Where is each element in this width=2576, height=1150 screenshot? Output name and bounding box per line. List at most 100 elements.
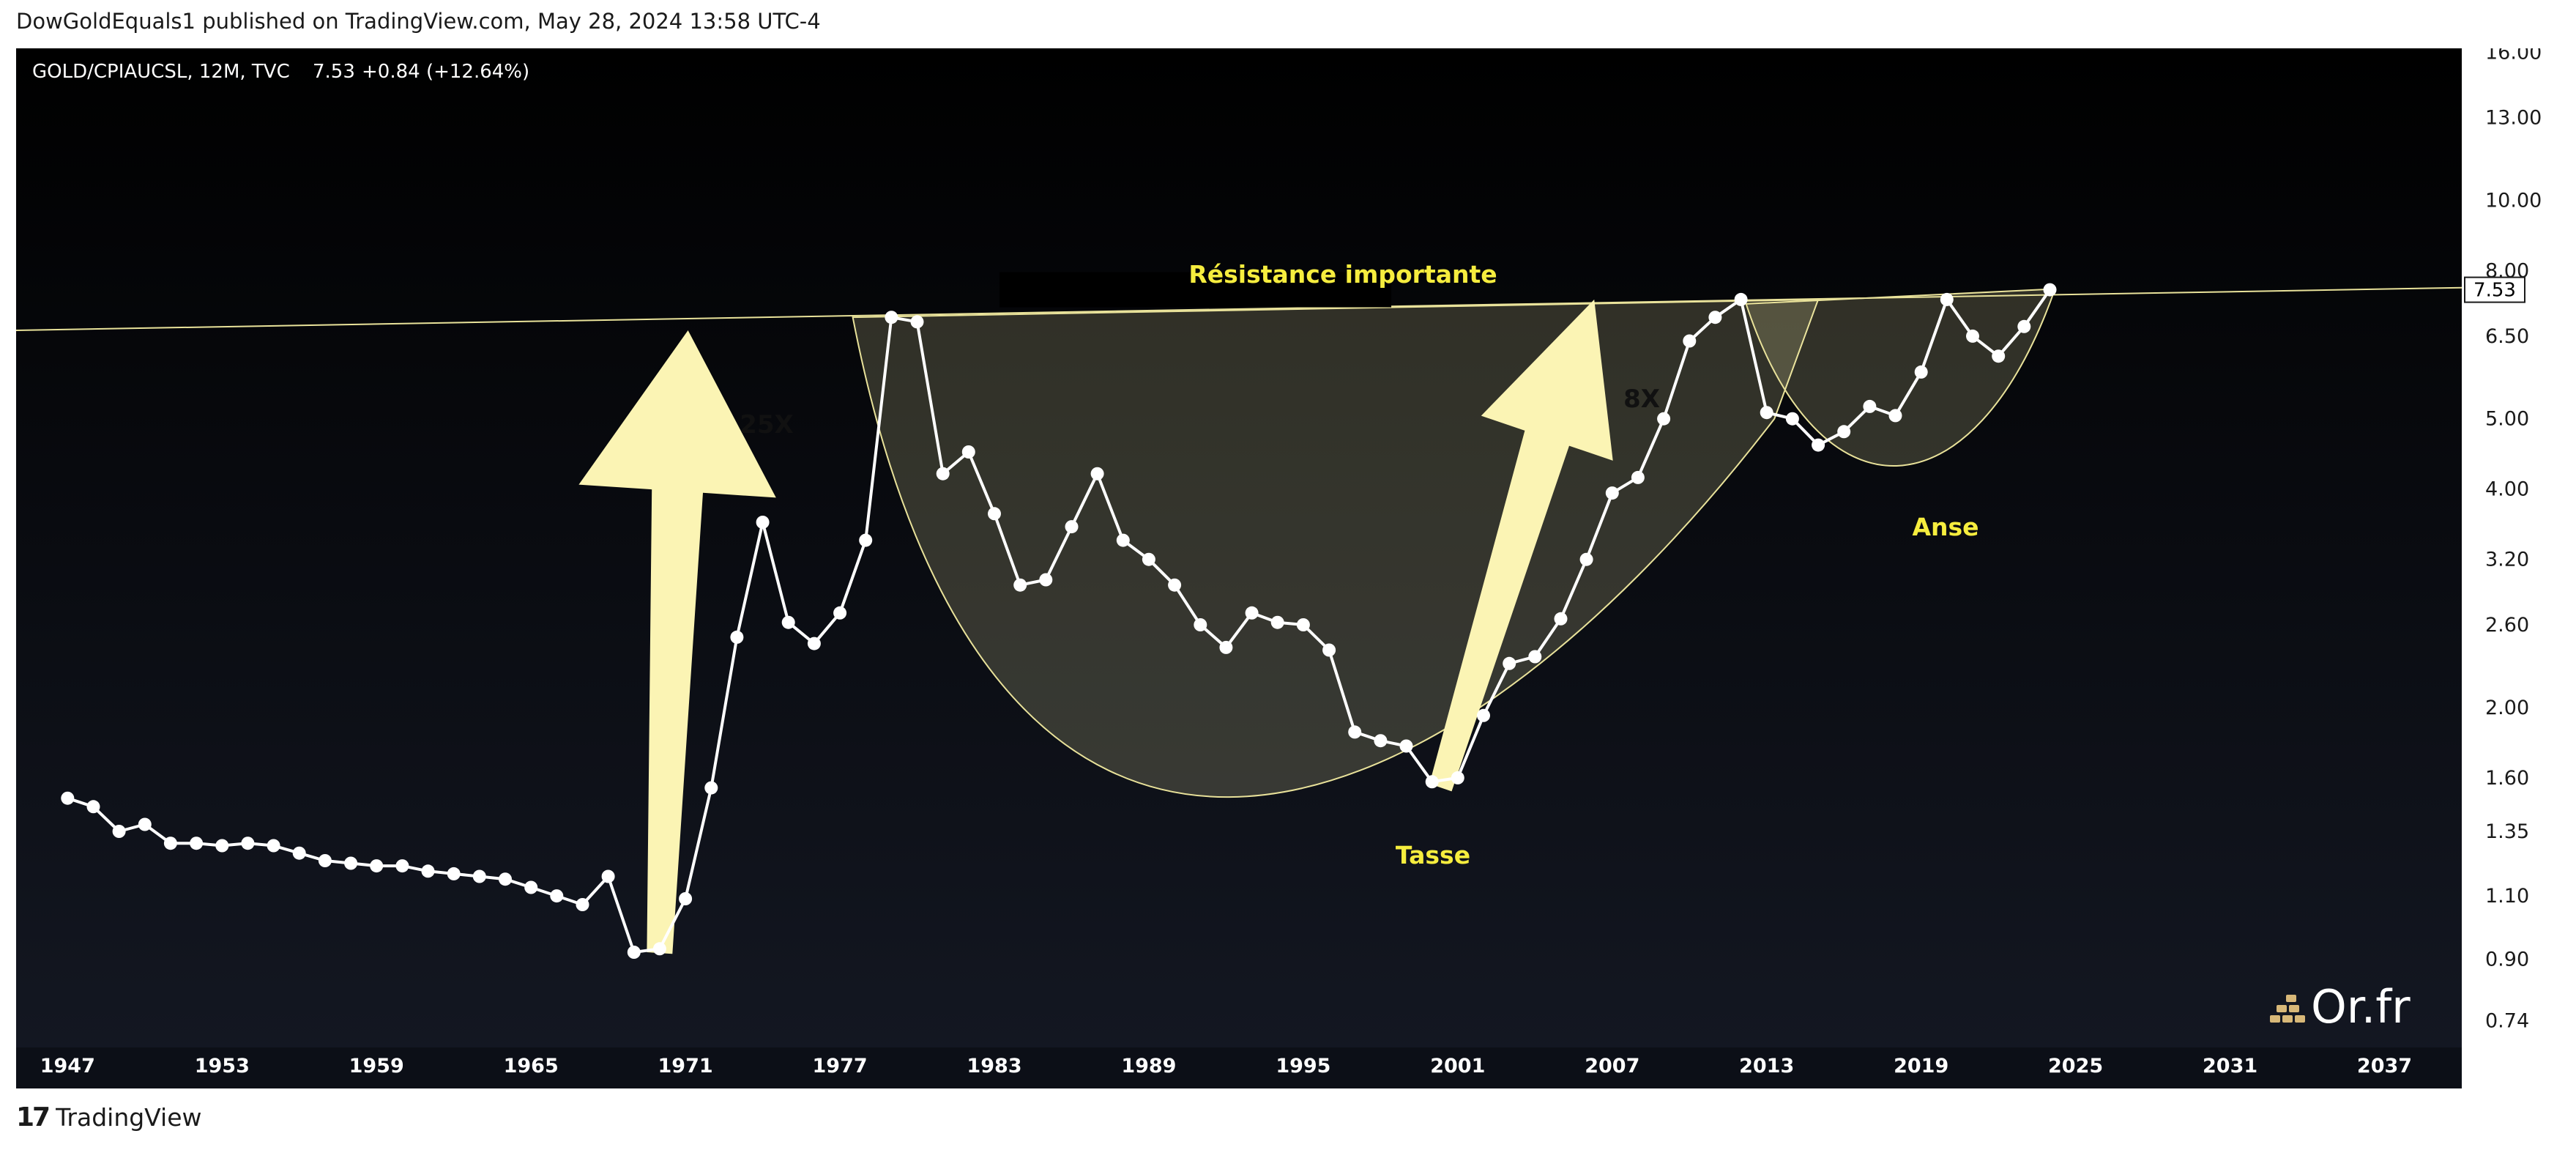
data-point <box>163 836 177 850</box>
data-point <box>1374 734 1388 748</box>
data-point <box>2043 283 2057 297</box>
data-point <box>910 315 924 329</box>
data-point <box>190 836 204 850</box>
price-axis-panel <box>2462 48 2560 1088</box>
data-point <box>1888 409 1902 423</box>
data-point <box>1785 412 1799 426</box>
data-point <box>885 311 898 324</box>
data-point <box>86 800 100 814</box>
data-point <box>1399 739 1413 753</box>
x-tick-label: 1977 <box>813 1055 868 1077</box>
y-tick-label: 3.20 <box>2485 549 2529 571</box>
x-tick-label: 1959 <box>349 1055 404 1077</box>
y-tick-label: 0.90 <box>2485 948 2529 971</box>
legend-change: +0.84 (+12.64%) <box>362 61 529 83</box>
data-point <box>61 791 75 805</box>
y-tick-label: 0.74 <box>2485 1010 2529 1033</box>
arrow-8x-shape <box>1429 299 1613 792</box>
y-tick-label: 2.00 <box>2485 697 2529 719</box>
price-points <box>61 283 2057 959</box>
data-point <box>267 839 280 853</box>
data-point <box>1992 349 2006 363</box>
arrow-25x-shape <box>578 330 776 954</box>
data-point <box>1451 771 1464 784</box>
data-point <box>1605 486 1619 500</box>
data-point <box>1914 365 1928 379</box>
data-point <box>1734 292 1748 306</box>
x-tick-label: 1953 <box>195 1055 250 1077</box>
y-tick-label: 6.50 <box>2485 325 2529 348</box>
data-point <box>961 445 975 459</box>
data-point <box>138 817 152 831</box>
data-point <box>730 630 744 644</box>
data-point <box>318 854 332 867</box>
chart-background <box>16 48 2560 1088</box>
data-point <box>292 846 306 860</box>
y-tick-label: 2.60 <box>2485 614 2529 637</box>
data-point <box>1425 775 1439 789</box>
x-tick-label: 2025 <box>2048 1055 2103 1077</box>
data-point <box>756 516 770 529</box>
last-value-text: 7.53 <box>2473 280 2516 302</box>
data-point <box>395 859 409 873</box>
data-point <box>447 867 461 880</box>
data-point <box>1194 618 1207 631</box>
data-point <box>1477 708 1490 722</box>
x-tick-label: 2037 <box>2357 1055 2412 1077</box>
data-point <box>1708 311 1722 324</box>
data-point <box>1013 578 1027 592</box>
data-point <box>601 869 615 883</box>
data-point <box>576 898 589 911</box>
published-header: DowGoldEquals1 published on TradingView.… <box>16 9 821 34</box>
time-axis: 1947 1953 1959 1965 1971 1977 1983 1989 1995 2001… <box>40 1055 2412 1077</box>
data-point <box>1270 615 1284 629</box>
y-tick-label: 1.10 <box>2485 885 2529 908</box>
watermark: Or.fr <box>2270 980 2411 1034</box>
data-point <box>807 637 821 650</box>
data-point <box>627 946 641 959</box>
y-tick-label: 1.60 <box>2485 767 2529 790</box>
data-point <box>524 880 538 894</box>
data-point <box>988 507 1001 521</box>
data-point <box>781 615 795 629</box>
x-tick-label: 1989 <box>1121 1055 1176 1077</box>
tradingview-logo-icon: 17 <box>16 1102 51 1132</box>
data-point <box>1760 406 1773 420</box>
data-point <box>550 889 564 903</box>
y-tick-label: 13.00 <box>2485 107 2542 130</box>
x-tick-label: 2031 <box>2203 1055 2257 1077</box>
data-point <box>859 533 873 547</box>
data-point <box>652 942 666 956</box>
cup-label: Tasse <box>1396 841 1470 869</box>
data-point <box>1116 533 1130 547</box>
gold-bars-icon <box>2270 995 2305 1023</box>
x-tick-label: 1947 <box>40 1055 95 1077</box>
data-point <box>704 781 718 795</box>
data-point <box>1554 612 1568 626</box>
arrow-25x-label: 25X <box>740 410 794 439</box>
data-point <box>421 864 435 878</box>
arrows-layer <box>578 299 1613 954</box>
data-point <box>1837 425 1851 439</box>
time-axis-panel <box>16 1047 2462 1088</box>
arrow-8x-label: 8X <box>1623 385 1660 414</box>
data-point <box>1812 438 1825 452</box>
legend-last: 7.53 <box>313 61 355 83</box>
x-tick-label: 1995 <box>1276 1055 1330 1077</box>
price-chart: 16.0013.0010.008.006.505.004.003.202.602… <box>16 48 2560 1088</box>
data-point <box>1219 640 1233 654</box>
data-point <box>499 872 512 886</box>
data-point <box>2017 319 2031 333</box>
y-tick-label: 10.00 <box>2485 190 2542 212</box>
resistance-label-bg <box>999 272 1392 308</box>
x-tick-label: 2013 <box>1739 1055 1794 1077</box>
data-point <box>344 856 358 870</box>
watermark-text: Or.fr <box>2311 980 2411 1034</box>
x-tick-label: 1983 <box>967 1055 1021 1077</box>
data-point <box>1322 643 1336 657</box>
x-tick-label: 2007 <box>1585 1055 1639 1077</box>
x-tick-label: 1971 <box>658 1055 713 1077</box>
data-point <box>370 859 384 873</box>
data-point <box>1631 470 1645 484</box>
data-point <box>1039 573 1053 587</box>
